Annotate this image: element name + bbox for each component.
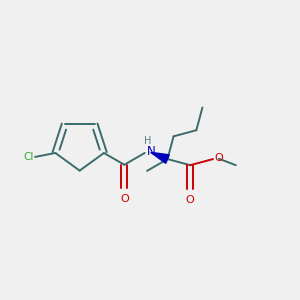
Text: O: O: [214, 153, 224, 164]
Polygon shape: [151, 152, 169, 163]
Text: Cl: Cl: [23, 152, 34, 162]
Text: H: H: [144, 136, 151, 146]
Text: N: N: [147, 145, 156, 158]
Text: O: O: [120, 194, 129, 204]
Text: O: O: [186, 195, 195, 205]
